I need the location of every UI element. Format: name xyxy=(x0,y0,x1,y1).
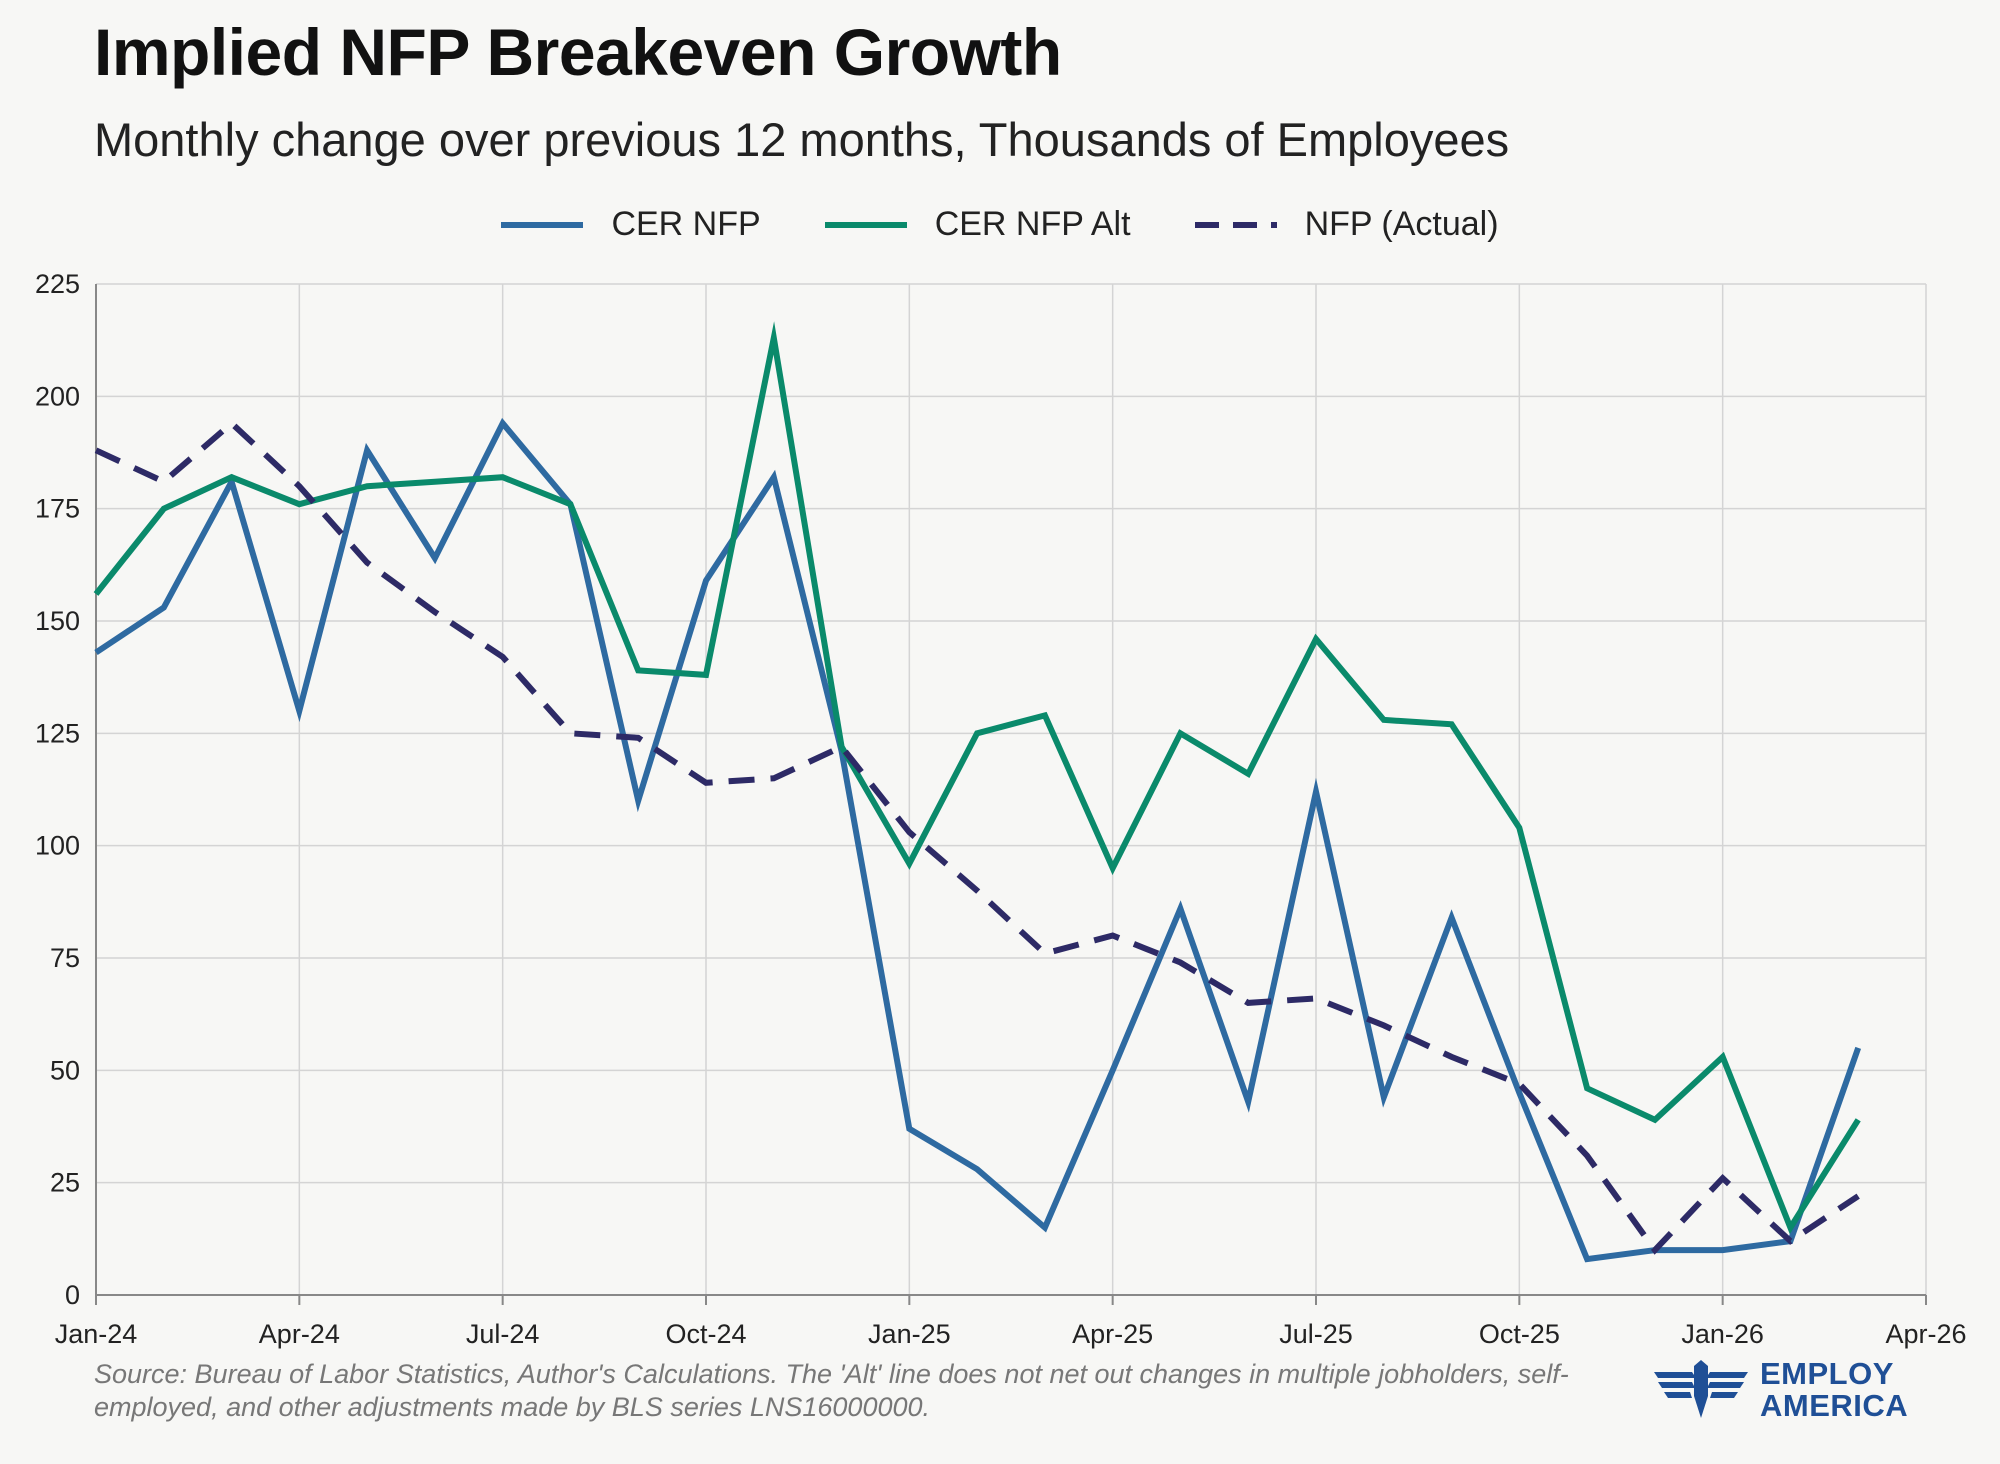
x-tick-label: Oct-24 xyxy=(665,1319,746,1349)
y-tick-label: 225 xyxy=(35,269,80,299)
x-tick-label: Jan-26 xyxy=(1681,1319,1764,1349)
legend-item-cer-nfp[interactable]: CER NFP xyxy=(501,205,761,244)
logo-line-2: AMERICA xyxy=(1760,1388,1909,1423)
series-nfp-actual-line xyxy=(94,419,1860,1255)
y-tick-label: 200 xyxy=(35,381,80,411)
logo-line-1: EMPLOY xyxy=(1760,1356,1894,1391)
legend: CER NFP CER NFP Alt NFP (Actual) xyxy=(0,205,2000,244)
employ-america-logo: EMPLOY AMERICA xyxy=(1652,1358,1908,1422)
y-tick-label: 150 xyxy=(35,606,80,636)
series-cer-nfp-alt-line xyxy=(93,321,1861,1235)
eagle-wings-icon xyxy=(1654,1360,1748,1418)
x-tick-label: Jan-25 xyxy=(868,1319,951,1349)
legend-item-cer-nfp-alt[interactable]: CER NFP Alt xyxy=(824,205,1131,244)
x-tick-label: Apr-25 xyxy=(1072,1319,1153,1349)
x-tick-label: Jan-24 xyxy=(55,1319,138,1349)
x-tick-label: Apr-24 xyxy=(259,1319,340,1349)
chart-title: Implied NFP Breakeven Growth xyxy=(94,15,1062,89)
y-tick-label: 0 xyxy=(65,1280,80,1310)
legend-label: CER NFP Alt xyxy=(934,205,1131,243)
x-tick-label: Jul-24 xyxy=(466,1319,540,1349)
x-tick-label: Oct-25 xyxy=(1479,1319,1560,1349)
x-tick-label: Apr-26 xyxy=(1885,1319,1966,1349)
legend-label: NFP (Actual) xyxy=(1304,205,1499,243)
legend-label: CER NFP xyxy=(611,205,761,243)
source-note: Source: Bureau of Labor Statistics, Auth… xyxy=(94,1359,1569,1422)
y-tick-label: 125 xyxy=(35,718,80,748)
y-tick-label: 25 xyxy=(50,1168,80,1198)
y-tick-label: 75 xyxy=(50,943,80,973)
y-tick-label: 50 xyxy=(50,1055,80,1085)
series-cer-nfp-line xyxy=(94,417,1862,1263)
x-tick-label: Jul-25 xyxy=(1279,1319,1353,1349)
legend-swatch-nfp-actual xyxy=(1194,221,1277,228)
y-tick-label: 175 xyxy=(35,494,80,524)
y-tick-label: 100 xyxy=(35,831,80,861)
legend-swatch-cer-nfp-alt xyxy=(824,221,907,228)
legend-swatch-cer-nfp xyxy=(501,221,584,228)
chart-subtitle: Monthly change over previous 12 months, … xyxy=(94,113,1510,166)
legend-item-nfp-actual[interactable]: NFP (Actual) xyxy=(1194,205,1499,244)
